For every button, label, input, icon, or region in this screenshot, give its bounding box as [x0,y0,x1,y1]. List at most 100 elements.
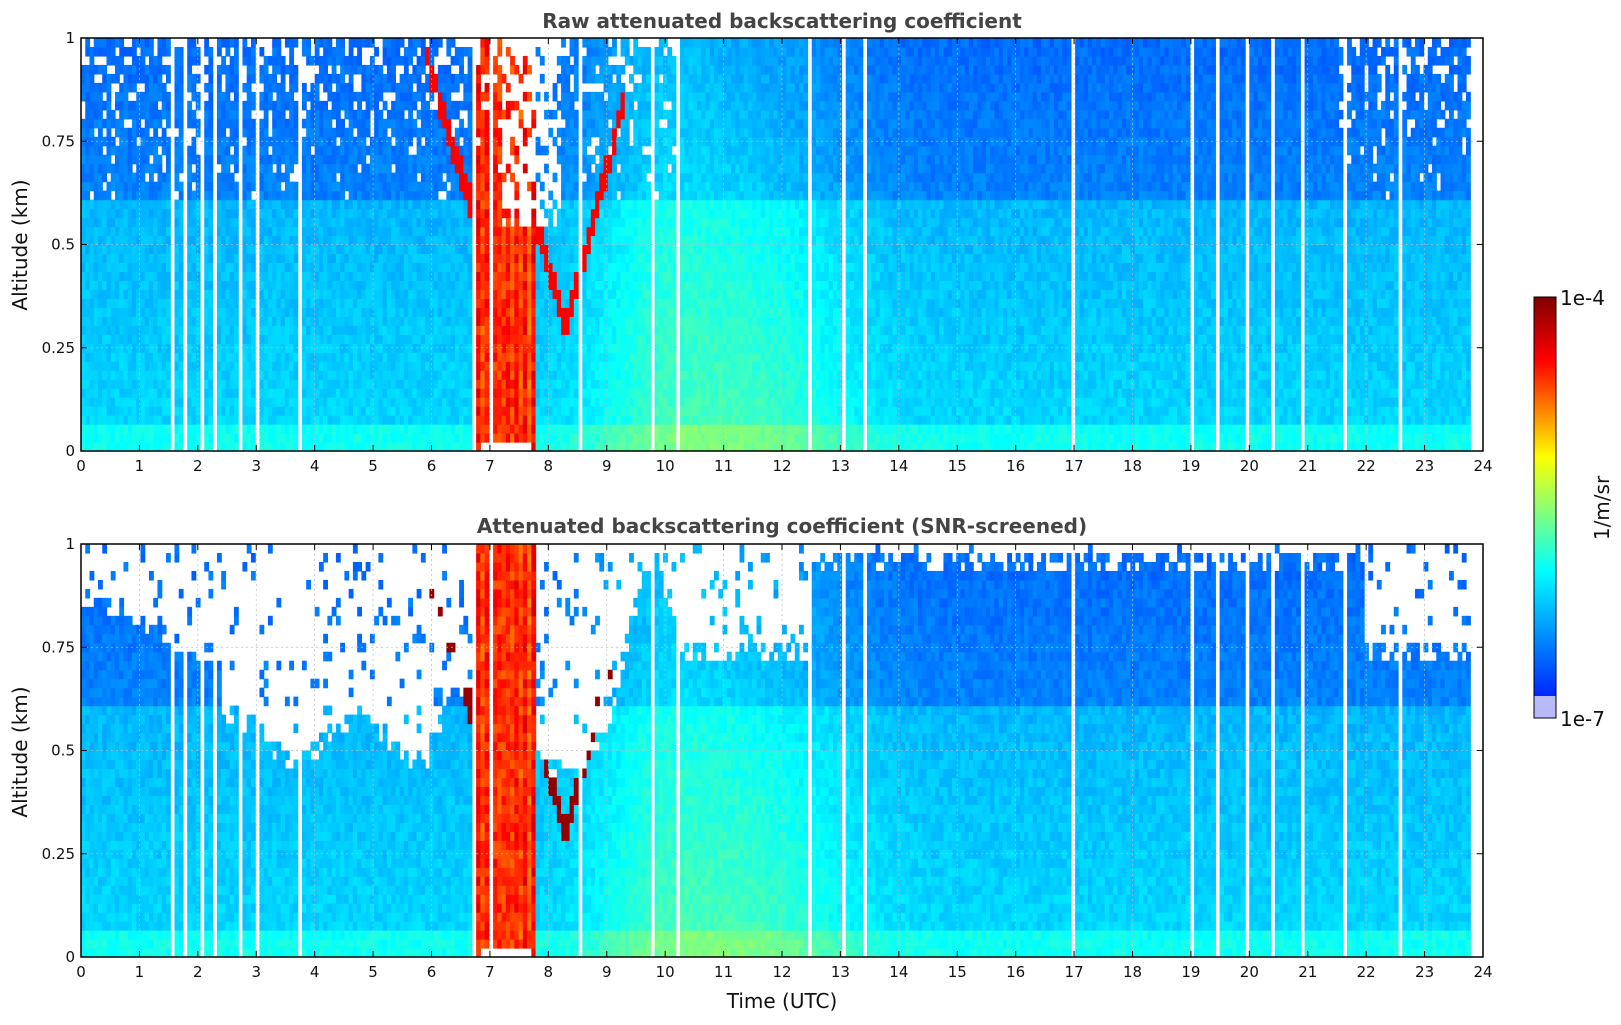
heatmap-cell [204,244,210,255]
heatmap-cell [259,64,265,75]
heatmap-cell [106,208,112,219]
heatmap-cell [463,424,469,434]
heatmap-cell [361,370,367,380]
heatmap-cell [420,379,426,389]
panel-raw-plot-area [81,38,1471,451]
heatmap-cell [267,172,273,183]
heatmap-cell [306,46,312,57]
heatmap-cell [276,298,282,308]
heatmap-cell [378,64,384,75]
heatmap-cell [221,271,227,282]
heatmap-cell [522,226,528,237]
heatmap-cell [501,352,507,362]
heatmap-cell [382,181,388,192]
heatmap-cell [484,154,490,165]
heatmap-cell [429,280,435,290]
heatmap-cell [365,388,371,398]
heatmap-cell [352,64,358,75]
heatmap-cell [89,55,95,66]
heatmap-cell [250,379,256,389]
heatmap-cell [276,289,282,299]
heatmap-cell [454,334,460,344]
heatmap-cell [361,38,367,48]
heatmap-cell [561,316,566,326]
heatmap-cell [365,253,371,264]
heatmap-cell [344,406,350,416]
heatmap-cell [476,91,481,102]
heatmap-cell [161,307,167,317]
heatmap-cell [280,388,286,398]
heatmap-cell [573,244,579,255]
heatmap-cell [386,118,392,129]
heatmap-cell [204,217,210,228]
heatmap-cell [612,190,617,201]
heatmap-cell [280,82,286,93]
heatmap-cell [331,307,337,317]
heatmap-cell [374,217,379,228]
heatmap-cell [233,46,239,57]
heatmap-cell [301,163,307,174]
heatmap-cell [395,424,401,434]
heatmap-cell [174,334,180,344]
heatmap-cell [467,163,473,174]
heatmap-cell [97,91,103,102]
heatmap-cell [161,64,167,75]
heatmap-cell [301,235,307,246]
heatmap-cell [633,388,639,398]
heatmap-cell [382,226,388,237]
heatmap-cell [140,172,146,183]
heatmap-cell [161,145,167,156]
heatmap-cell [310,100,316,111]
heatmap-cell [599,46,605,57]
heatmap-cell [357,442,362,451]
heatmap-cell [340,271,346,282]
heatmap-cell [131,226,137,237]
heatmap-cell [352,343,358,353]
heatmap-cell [216,316,222,326]
heatmap-cell [484,38,490,48]
heatmap-cell [497,325,503,335]
heatmap-cell [89,334,95,344]
heatmap-cell [148,55,154,66]
heatmap-cell [463,46,469,57]
heatmap-cell [535,442,541,451]
heatmap-cell [110,370,116,380]
heatmap-cell [493,181,498,192]
heatmap-cell [276,316,282,326]
heatmap-cell [599,217,605,228]
heatmap-cell [616,271,622,282]
heatmap-cell [382,208,388,219]
heatmap-cell [208,316,214,326]
heatmap-cell [450,145,456,156]
heatmap-cell [148,298,154,308]
heatmap-cell [442,91,447,102]
heatmap-cell [433,235,439,246]
heatmap-cell [216,127,222,138]
heatmap-cell [403,64,409,75]
heatmap-cell [331,136,337,147]
heatmap-cell [493,397,498,407]
heatmap-cell [216,100,222,111]
heatmap-cell [157,262,163,273]
heatmap-cell [276,397,282,407]
heatmap-cell [420,38,426,48]
heatmap-cell [340,424,346,434]
heatmap-cell [467,280,473,290]
heatmap-cell [429,262,435,273]
heatmap-cell [624,316,630,326]
heatmap-cell [586,190,592,201]
heatmap-cell [229,325,235,335]
heatmap-cell [561,244,566,255]
heatmap-cell [612,289,617,299]
heatmap-cell [357,298,362,308]
heatmap-cell [369,334,375,344]
heatmap-cell [327,415,333,425]
heatmap-cell [174,235,180,246]
heatmap-cell [408,271,413,282]
heatmap-cell [81,244,86,255]
heatmap-cell [527,379,532,389]
heatmap-cell [590,424,596,434]
heatmap-cell [165,298,171,308]
heatmap-cell [102,424,108,434]
heatmap-cell [242,442,248,451]
